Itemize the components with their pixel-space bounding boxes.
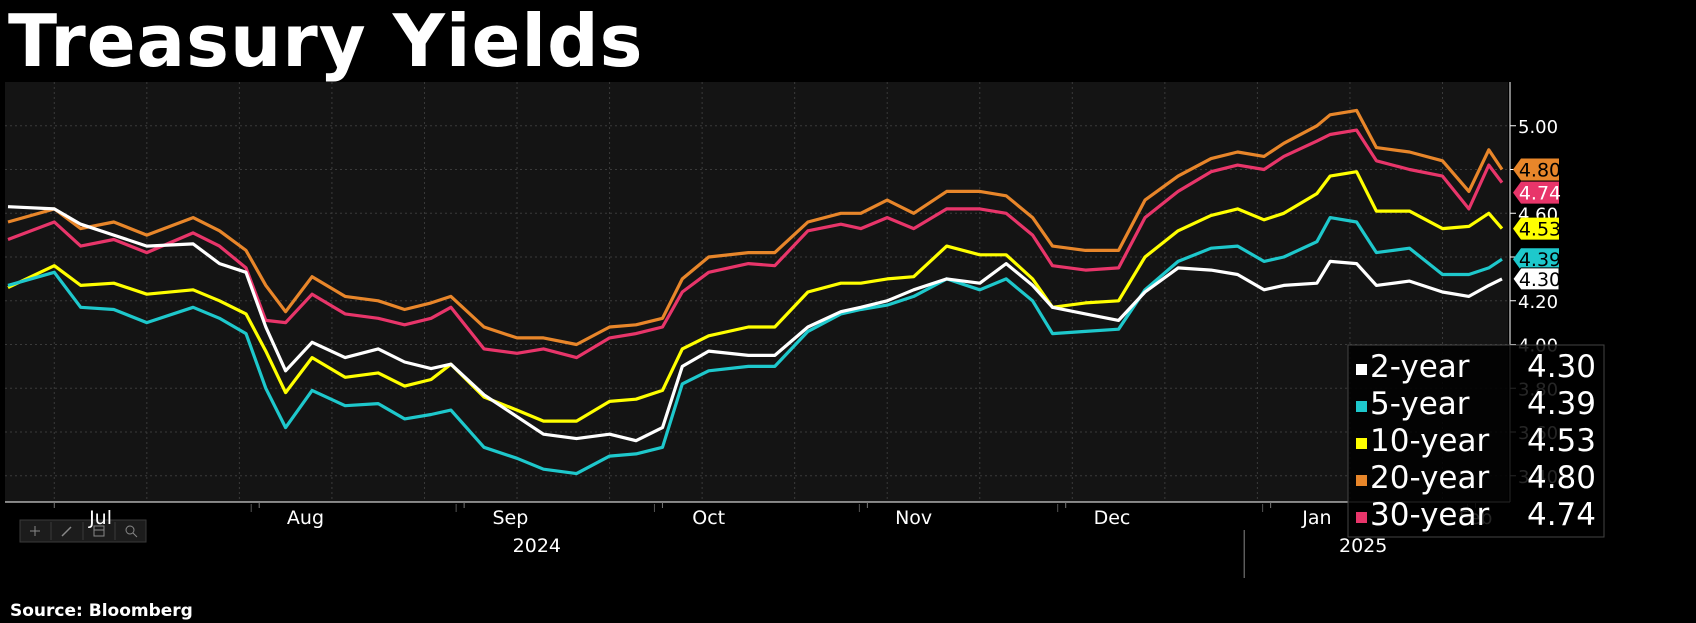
series-line-5-year (7, 216, 1503, 476)
series-line-30-year (7, 128, 1504, 360)
table-box (93, 525, 105, 537)
x-tick-label-jul: Jul (88, 507, 112, 529)
value-badge-label-30-year: 4.74 (1519, 183, 1561, 205)
value-badge-30-year (1513, 181, 1559, 204)
value-badge-10-year (1513, 217, 1559, 240)
legend-box (1347, 344, 1605, 538)
legend-name-20-year: 20-year (1370, 460, 1490, 496)
chart-title: Treasury Yields (8, 0, 644, 83)
legend-value-5-year: 4.39 (1527, 386, 1596, 422)
legend-swatch-5-year (1356, 401, 1367, 412)
legend-name-5-year: 5-year (1370, 386, 1470, 422)
series-line-2-year (7, 205, 1503, 443)
legend-swatch-2-year (1356, 364, 1367, 375)
value-badge-20-year (1513, 158, 1559, 181)
legend-name-10-year: 10-year (1370, 423, 1490, 459)
value-badge-label-20-year: 4.80 (1519, 160, 1561, 182)
legend-value-2-year: 4.30 (1527, 349, 1596, 385)
handle (132, 532, 138, 538)
value-badge-label-2-year: 4.30 (1519, 269, 1561, 291)
draw-icon[interactable] (61, 526, 72, 537)
legend-name-2-year: 2-year (1370, 349, 1470, 385)
legend-name-30-year: 30-year (1370, 497, 1490, 533)
legend-swatch-10-year (1356, 438, 1367, 449)
year-label-2024: 2024 (513, 535, 561, 557)
x-tick-label-sep: Sep (493, 507, 529, 529)
legend-swatch-30-year (1356, 512, 1367, 523)
x-tick-label-oct: Oct (692, 507, 725, 529)
legend-value-20-year: 4.80 (1527, 460, 1596, 496)
value-badge-label-5-year: 4.39 (1519, 249, 1561, 271)
x-tick-label-aug: Aug (287, 507, 324, 529)
legend-swatch-20-year (1356, 475, 1367, 486)
series-line-20-year (7, 108, 1504, 347)
y-tick-label: 4.20 (1518, 292, 1558, 313)
x-tick-label-nov: Nov (895, 507, 932, 529)
year-label-2025: 2025 (1339, 535, 1387, 557)
legend-value-30-year: 4.74 (1527, 497, 1596, 533)
legend-value-10-year: 4.53 (1527, 423, 1596, 459)
x-tick-label-jan: Jan (1301, 507, 1331, 529)
series-line-10-year (7, 170, 1504, 423)
source-note: Source: Bloomberg (10, 601, 193, 621)
y-tick-label: 5.00 (1518, 117, 1558, 138)
x-tick-label-dec: Dec (1094, 507, 1131, 529)
zoom-icon[interactable] (125, 525, 138, 538)
pen-stroke (61, 526, 72, 537)
crosshair-icon[interactable] (30, 526, 40, 536)
value-badge-5-year (1513, 248, 1559, 271)
value-badge-label-10-year: 4.53 (1519, 219, 1561, 241)
table-icon[interactable] (93, 525, 105, 537)
value-badge-2-year (1512, 267, 1560, 291)
lens (125, 525, 135, 535)
